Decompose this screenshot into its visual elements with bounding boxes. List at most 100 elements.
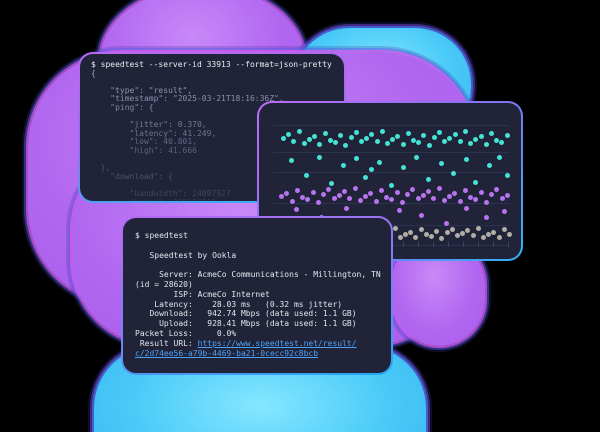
chart-dot-series-purple xyxy=(431,196,436,201)
terminal-line: "bandwidth": 24097927 xyxy=(91,188,231,198)
chart-dot-series-cyan xyxy=(385,141,390,146)
chart-dot-series-cyan xyxy=(406,131,411,136)
terminal-line: (id = 28620) xyxy=(135,279,193,289)
result-url-line: Result URL: https://www.speedtest.net/re… xyxy=(135,339,379,349)
chart-dot-series-cyan xyxy=(421,133,426,138)
chart-dot-series-cyan xyxy=(453,132,458,137)
chart-axis-tick xyxy=(448,242,449,247)
chart-dot-series-cyan xyxy=(505,133,510,138)
chart-dot-series-purple xyxy=(332,196,337,201)
chart-dot-series-purple xyxy=(452,191,457,196)
chart-dot-series-cyan xyxy=(329,181,334,186)
chart-dot-series-cyan xyxy=(323,131,328,136)
terminal-line: }, xyxy=(91,163,111,173)
chart-axis-tick xyxy=(403,242,404,247)
terminal-line: "bytes": 239152592 xyxy=(91,198,333,201)
chart-dot-series-cyan xyxy=(473,137,478,142)
chart-dot-series-cyan xyxy=(489,131,494,136)
chart-dot-series-cyan xyxy=(442,139,447,144)
chart-dot-series-cyan xyxy=(364,136,369,141)
chart-dot-series-cyan xyxy=(349,135,354,140)
chart-dot-series-gray xyxy=(455,233,460,238)
chart-dot-series-cyan xyxy=(432,135,437,140)
chart-dot-series-gray xyxy=(486,232,491,237)
chart-dot-series-cyan xyxy=(395,134,400,139)
chart-axis-tick xyxy=(433,242,434,247)
json-terminal-window: $ speedtest --server-id 33913 --format=j… xyxy=(78,52,346,203)
chart-axis-tick xyxy=(508,242,509,247)
chart-dot-series-purple xyxy=(347,196,352,201)
terminal-line: ISP: AcmeCo Internet xyxy=(135,289,270,299)
chart-dot-series-cyan xyxy=(312,134,317,139)
chart-dot-series-cyan xyxy=(328,138,333,143)
chart-dot-series-purple xyxy=(463,188,468,193)
chart-dot-series-gray xyxy=(476,226,481,231)
chart-dot-series-cyan xyxy=(389,183,394,188)
terminal-line: Server: AcmeCo Communications - Millingt… xyxy=(135,270,381,280)
chart-dot-series-cyan xyxy=(281,136,286,141)
chart-dot-series-cyan xyxy=(291,139,296,144)
chart-dot-series-cyan xyxy=(479,134,484,139)
terminal-line: Packet Loss: 0.0% xyxy=(135,328,237,338)
chart-dot-series-gray xyxy=(497,235,502,240)
chart-dot-series-purple xyxy=(484,215,489,220)
chart-dot-series-gray xyxy=(408,230,413,235)
chart-dot-series-gray xyxy=(450,227,455,232)
chart-dot-series-purple xyxy=(374,199,379,204)
terminal-line: Speedtest by Ookla xyxy=(135,250,237,260)
terminal-line: "timestamp": "2025-03-21T18:16:36Z", xyxy=(91,94,284,104)
chart-axis-tick xyxy=(493,242,494,247)
chart-axis-tick xyxy=(418,242,419,247)
chart-dot-series-purple xyxy=(321,192,326,197)
chart-axis-tick xyxy=(463,242,464,247)
chart-dot-series-cyan xyxy=(390,137,395,142)
chart-gridline xyxy=(273,152,509,153)
chart-dot-series-gray xyxy=(393,226,398,231)
chart-dot-series-gray xyxy=(413,235,418,240)
terminal-line: "jitter": 0.370, xyxy=(91,120,207,130)
chart-dot-series-purple xyxy=(468,195,473,200)
chart-dot-series-purple xyxy=(502,209,507,214)
chart-dot-series-gray xyxy=(502,227,507,232)
chart-dot-series-purple xyxy=(395,190,400,195)
chart-dot-series-gray xyxy=(460,231,465,236)
chart-dot-series-gray xyxy=(434,229,439,234)
result-url-label: Result URL: xyxy=(135,338,198,348)
chart-dot-series-cyan xyxy=(401,142,406,147)
chart-dot-series-purple xyxy=(458,199,463,204)
chart-dot-series-purple xyxy=(447,194,452,199)
chart-dot-series-cyan xyxy=(401,165,406,170)
terminal-line: Download: 942.74 Mbps (data used: 1.1 GB… xyxy=(135,309,357,319)
chart-dot-series-purple xyxy=(464,206,469,211)
terminal-line: "low": 40.801, xyxy=(91,137,197,147)
chart-gridline xyxy=(273,172,509,173)
chart-dot-series-cyan xyxy=(354,130,359,135)
chart-dot-series-cyan xyxy=(464,157,469,162)
chart-dot-series-cyan xyxy=(286,132,291,137)
chart-axis-tick xyxy=(478,242,479,247)
chart-dot-series-purple xyxy=(389,197,394,202)
result-url-link[interactable]: https://www.speedtest.net/result/ xyxy=(197,338,357,348)
terminal-line: Latency: 28.03 ms (0.32 ms jitter) xyxy=(135,299,343,309)
chart-dot-series-purple xyxy=(400,200,405,205)
result-url-link[interactable]: c/2d74ee56-a79b-4469-ba21-0cecc92c8bcb xyxy=(135,348,319,358)
chart-dot-series-cyan xyxy=(377,160,382,165)
chart-dot-series-purple xyxy=(311,190,316,195)
chart-dot-series-cyan xyxy=(458,139,463,144)
terminal-line: "high": 41.666 xyxy=(91,145,197,155)
terminal-line: "type": "result", xyxy=(91,85,193,95)
chart-dot-series-purple xyxy=(494,187,499,192)
chart-dot-series-cyan xyxy=(499,140,504,145)
chart-gridline xyxy=(273,125,509,126)
chart-dot-series-purple xyxy=(295,188,300,193)
chart-dot-series-purple xyxy=(426,189,431,194)
result-terminal-body: $ speedtest Speedtest by Ookla Server: A… xyxy=(123,218,391,373)
chart-dot-series-cyan xyxy=(426,177,431,182)
chart-dot-series-cyan xyxy=(317,155,322,160)
chart-dot-series-purple xyxy=(294,207,299,212)
chart-dot-series-purple xyxy=(410,187,415,192)
chart-dot-series-cyan xyxy=(341,163,346,168)
chart-dot-series-purple xyxy=(300,195,305,200)
chart-dot-series-cyan xyxy=(369,132,374,137)
